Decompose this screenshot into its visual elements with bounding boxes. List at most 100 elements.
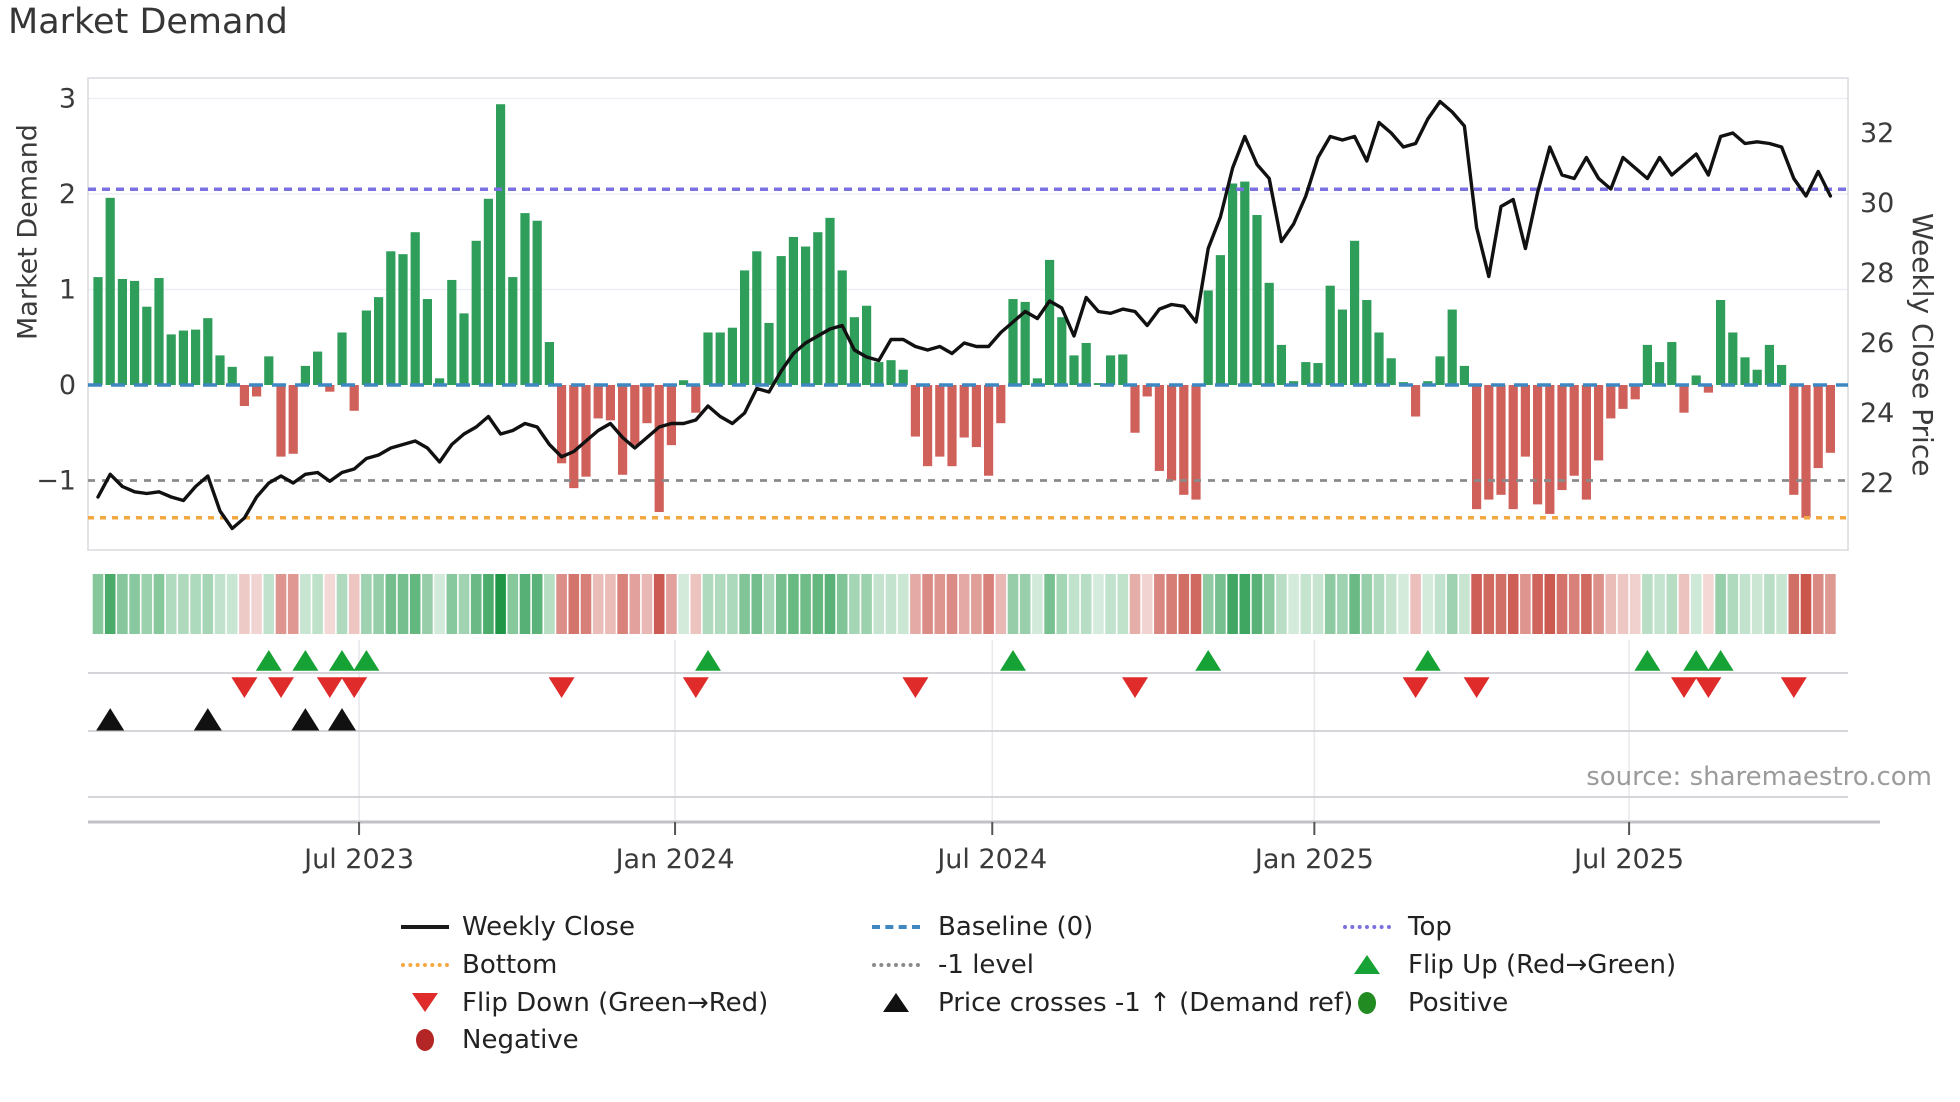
- bar-negative: [1789, 385, 1799, 495]
- price-cross-marker: [96, 708, 125, 731]
- bar-positive: [1301, 362, 1311, 385]
- bar-positive: [898, 369, 908, 385]
- bar-negative: [910, 385, 920, 437]
- line-line-swatch: [401, 925, 449, 929]
- legend-item-label: Weekly Close: [462, 912, 635, 942]
- bar-negative: [1606, 385, 1616, 419]
- heatmap-cell: [958, 574, 970, 634]
- heatmap-cell: [1727, 574, 1739, 634]
- heatmap-cell: [1690, 574, 1702, 634]
- demand-tick-labels: 3 2 1 0 −1: [36, 84, 76, 497]
- heatmap-cell: [1532, 574, 1543, 634]
- legend-item: Flip Up (Red→Green): [1408, 947, 1676, 983]
- heatmap-cell: [861, 574, 872, 634]
- bar-positive: [1313, 363, 1323, 385]
- heatmap-cell: [605, 574, 616, 634]
- heatmap-cell: [519, 574, 531, 634]
- flip-up-marker: [1000, 649, 1026, 671]
- bar-negative: [947, 385, 957, 467]
- bar-positive: [1435, 356, 1445, 385]
- legend-item: Baseline (0): [938, 909, 1093, 945]
- bar-positive: [203, 318, 213, 385]
- bar-negative: [1557, 385, 1567, 491]
- bar-positive: [1764, 344, 1774, 385]
- demand-tick-label: 0: [59, 370, 76, 401]
- bar-negative: [1813, 385, 1823, 469]
- bar-positive: [1447, 309, 1457, 385]
- bar-positive: [886, 360, 896, 385]
- flip-up-marker: [1195, 649, 1222, 671]
- heatmap-cell: [1141, 574, 1153, 634]
- bar-positive: [862, 305, 872, 385]
- bar-positive: [1642, 344, 1652, 385]
- heatmap-cell: [226, 574, 238, 634]
- heatmap-cell: [1385, 574, 1397, 634]
- heatmap-cell: [800, 574, 811, 634]
- demand-tick-label: 3: [59, 84, 76, 115]
- legend-item: -1 level: [938, 947, 1034, 983]
- legend-item: Price crosses -1 ↑ (Demand ref): [938, 985, 1353, 1021]
- flip-down-marker: [1463, 677, 1490, 699]
- bar-positive: [1728, 332, 1738, 385]
- heatmap-cell: [885, 574, 897, 634]
- heatmap-cell: [1300, 574, 1312, 634]
- heatmap-cell: [653, 574, 665, 634]
- heatmap-cell: [1544, 574, 1556, 634]
- heatmap-cell: [1312, 574, 1324, 634]
- heatmap-cell: [1349, 574, 1360, 634]
- heatmap-cell: [910, 574, 921, 634]
- flip-up-marker: [1707, 649, 1734, 671]
- bar-positive: [459, 313, 469, 385]
- heatmap-cell: [117, 574, 128, 634]
- heatmap-cell: [775, 574, 787, 634]
- bar-positive: [740, 270, 750, 385]
- flip-up-marker: [255, 649, 282, 671]
- flip-up-marker: [695, 649, 721, 671]
- legend-item-label: -1 level: [938, 950, 1035, 980]
- heatmap-cell: [1263, 574, 1275, 634]
- heatmap-cell: [385, 574, 397, 634]
- heatmap-cell: [1507, 574, 1519, 634]
- bar-positive: [1716, 300, 1726, 385]
- price-cross-marker: [291, 708, 320, 731]
- bar-negative: [1594, 385, 1604, 461]
- heatmap-cell: [1324, 574, 1336, 634]
- bar-positive: [532, 220, 542, 385]
- heatmap-cell: [1788, 574, 1800, 634]
- bar-positive: [752, 251, 762, 385]
- price-cross-marker: [193, 708, 222, 731]
- legend: Weekly Close Bottom Flip Down (Green→Red) N…: [0, 905, 1960, 1095]
- bar-negative: [252, 385, 262, 397]
- date-tick-label: Jul 2024: [935, 844, 1047, 875]
- heatmap-cell: [836, 574, 848, 634]
- heatmap-cell: [1019, 574, 1031, 634]
- bar-positive: [1337, 309, 1347, 385]
- bar-negative: [1581, 385, 1591, 500]
- bar-negative: [325, 385, 335, 392]
- plot-border: [87, 77, 1849, 551]
- flip-down-marker: [1695, 677, 1722, 699]
- heatmap-cell: [1654, 574, 1665, 634]
- heatmap-cell: [397, 574, 409, 634]
- bar-positive: [703, 332, 713, 385]
- legend-item: Weekly Close: [462, 909, 635, 945]
- bar-negative: [666, 385, 676, 446]
- heatmap-cell: [824, 574, 836, 634]
- flip-up-marker: [1634, 649, 1661, 671]
- price-cross-marker: [328, 708, 356, 731]
- dashed-line-swatch: [872, 925, 920, 929]
- bar-positive: [130, 280, 140, 385]
- heatmap-cell: [727, 574, 738, 634]
- flip-down-marker: [1402, 677, 1429, 699]
- dotted-line-swatch: [401, 963, 449, 967]
- heatmap-cell: [946, 574, 958, 634]
- heatmap-cell: [1629, 574, 1641, 634]
- bar-positive: [337, 332, 347, 385]
- bar-positive: [154, 278, 164, 385]
- heatmap-cell: [507, 574, 519, 634]
- heatmap-cell: [409, 574, 421, 634]
- flip-up-marker: [353, 649, 380, 671]
- bar-positive: [93, 277, 103, 385]
- heatmap-cell: [153, 574, 165, 634]
